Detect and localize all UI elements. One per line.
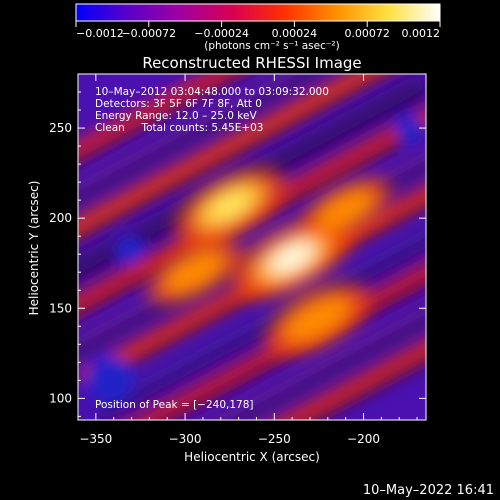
x-tick-label: −350 xyxy=(79,432,112,446)
y-axis-label: Heliocentric Y (arcsec) xyxy=(27,181,41,316)
y-tick-label: 200 xyxy=(49,211,72,225)
ripple-trough xyxy=(78,74,397,241)
colorbar-unit-label: (photons cm⁻² s⁻¹ asec⁻²) xyxy=(204,40,339,52)
annotation-detectors: Detectors: 3F 5F 6F 7F 8F, Att 0 xyxy=(95,98,262,110)
annotation-block: 10–May–2012 03:04:48.000 to 03:09:32.000… xyxy=(95,86,329,134)
x-tick-label: −300 xyxy=(169,432,202,446)
colorbar-tick-label: −0.00072 xyxy=(121,27,176,40)
chart-title: Reconstructed RHESSI Image xyxy=(142,54,361,72)
x-tick-label: −200 xyxy=(347,432,380,446)
ripple-trough xyxy=(78,74,382,211)
y-axis: 100 150 200 250 xyxy=(49,73,426,417)
colorbar-ticks: −0.0012−0.00072 −0.00024 0.00024 0.00072 0.0… xyxy=(75,21,441,40)
negative-lobe xyxy=(396,116,424,144)
colorbar-tick-label: −0.00024 xyxy=(194,27,249,40)
colorbar-tick-label: 0.00072 xyxy=(344,27,390,40)
colorbar-tick-label: 0.00024 xyxy=(272,27,318,40)
ripple-trough xyxy=(133,268,426,420)
negative-lobe xyxy=(116,236,144,264)
y-tick-label: 250 xyxy=(49,121,72,135)
flare-sources xyxy=(146,167,391,355)
flare-source xyxy=(316,188,376,230)
ripple-stripe xyxy=(125,253,426,420)
ripple-stripe xyxy=(78,74,380,208)
colorbar-tick-label: −0.0012 xyxy=(76,27,124,40)
ripple-trough xyxy=(149,298,426,420)
x-axis: −350 −300 −250 −200 xyxy=(79,74,418,446)
plot-frame xyxy=(77,73,427,421)
ripple-trough xyxy=(78,74,413,271)
ripple-stripe xyxy=(141,283,426,420)
flare-source-core xyxy=(208,190,251,221)
colorbar-gradient xyxy=(75,3,441,22)
ripple-stripe xyxy=(78,74,396,238)
flare-source-core xyxy=(269,242,315,274)
peak-position-label: Position of Peak = [−240,178] xyxy=(95,399,254,411)
flare-source xyxy=(163,250,225,294)
x-axis-label: Heliocentric X (arcsec) xyxy=(184,450,320,464)
y-tick-label: 150 xyxy=(49,301,72,315)
colorbar: −0.0012−0.00072 −0.00024 0.00024 0.00072 0.0… xyxy=(75,3,441,52)
annotation-time-range: 10–May–2012 03:04:48.000 to 03:09:32.000 xyxy=(95,86,329,98)
flare-source xyxy=(282,295,352,343)
ripple-stripe xyxy=(78,74,412,268)
y-tick-label: 100 xyxy=(49,391,72,405)
negative-lobe xyxy=(86,356,134,404)
footer-timestamp: 10–May–2022 16:41 xyxy=(363,483,494,498)
x-tick-label: −250 xyxy=(258,432,291,446)
annotation-clean-counts: Clean Total counts: 5.45E+03 xyxy=(95,122,264,134)
annotation-energy-range: Energy Range: 12.0 – 25.0 keV xyxy=(95,110,257,122)
colorbar-tick-label: 0.0012 xyxy=(402,27,441,40)
